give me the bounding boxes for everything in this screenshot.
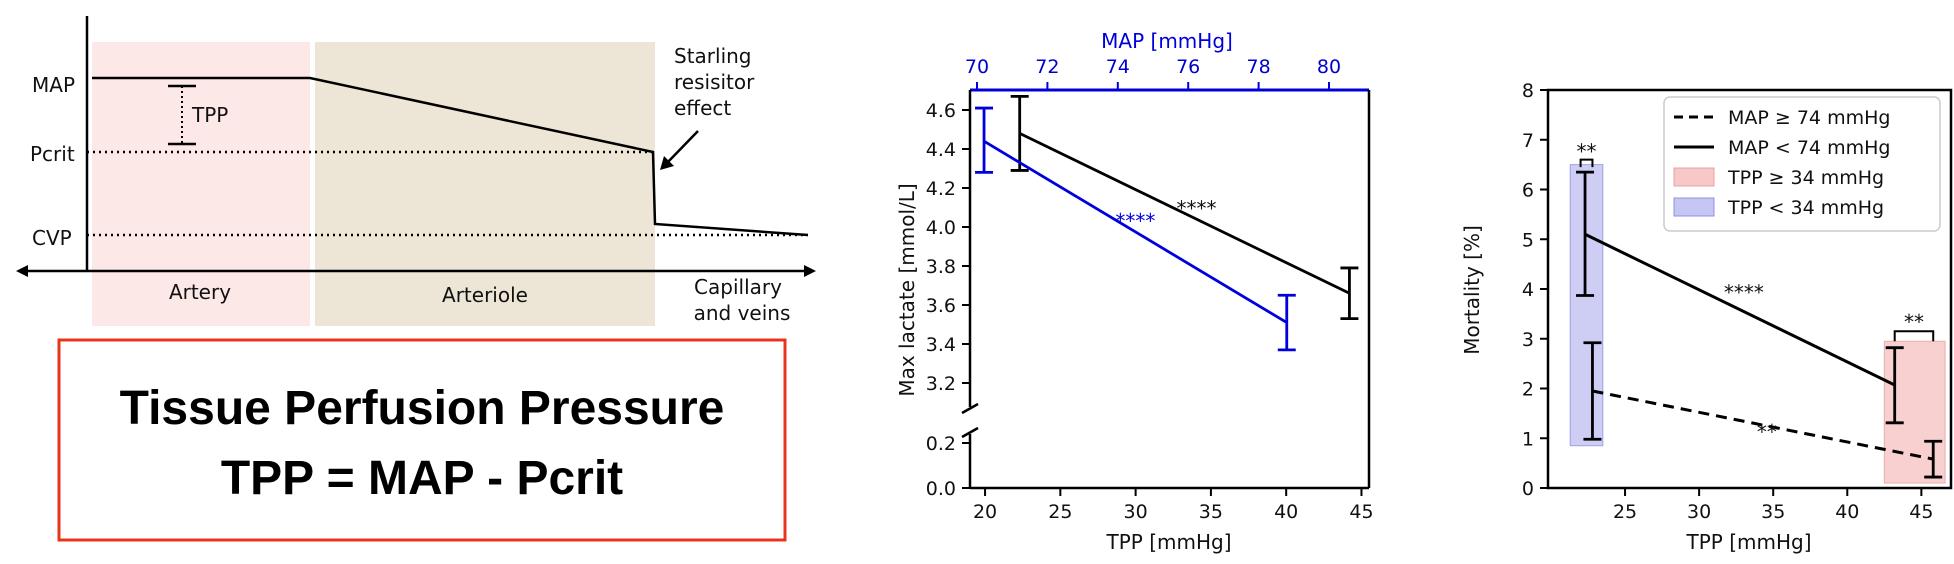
chart1-map-significance: **** bbox=[1115, 209, 1155, 233]
capillary-label-1: Capillary bbox=[694, 275, 782, 299]
chart1-x-tick-label: 20 bbox=[973, 501, 997, 523]
legend-pink-swatch bbox=[1673, 167, 1715, 187]
x-axis-left-arrow bbox=[16, 265, 28, 277]
chart1-y-tick-label: 0.2 bbox=[926, 433, 956, 455]
chart1-tpp-line bbox=[1019, 132, 1351, 295]
cvp-label: CVP bbox=[32, 226, 72, 250]
chart1-y-tick-label: 3.2 bbox=[926, 373, 956, 395]
chart2-y-tick-label: 4 bbox=[1522, 279, 1534, 301]
chart2-y-tick-label: 5 bbox=[1522, 229, 1534, 251]
chart2-frame bbox=[1546, 88, 1953, 490]
pcrit-label: Pcrit bbox=[30, 142, 75, 166]
artery-label: Artery bbox=[169, 280, 231, 304]
chart1-top-axis-label: MAP [mmHg] bbox=[1101, 29, 1233, 53]
legend-frame bbox=[1663, 96, 1941, 232]
chart1-y-tick-label: 4.4 bbox=[926, 139, 956, 161]
chart1-x-tick-label: 35 bbox=[1199, 501, 1223, 523]
chart1-y-tick-label: 0.0 bbox=[926, 478, 956, 500]
chart2-y-tick-label: 6 bbox=[1522, 180, 1534, 202]
chart2-y-tick-label: 0 bbox=[1522, 478, 1534, 500]
arteriole-label: Arteriole bbox=[442, 283, 528, 307]
starling-line-3: effect bbox=[674, 96, 731, 120]
starling-arrow-head bbox=[660, 156, 674, 170]
chart1-x-tick-label: 45 bbox=[1349, 501, 1373, 523]
chart1-map-line bbox=[983, 139, 1288, 324]
chart1-top-tick-label: 80 bbox=[1317, 56, 1341, 78]
axis-break-mark-lower bbox=[961, 426, 979, 439]
chart2-y-tick-label: 3 bbox=[1522, 329, 1534, 351]
formula-equation: TPP = MAP - Pcrit bbox=[221, 452, 623, 505]
chart2-group-significance-right: ** bbox=[1904, 310, 1924, 334]
chart1-y-tick-label: 4.0 bbox=[926, 217, 956, 239]
chart1-y-tick-label: 4.6 bbox=[926, 100, 956, 122]
x-axis-right-arrow bbox=[804, 265, 816, 277]
chart1-y-label: Max lactate [mmol/L] bbox=[895, 183, 919, 396]
chart2-y-tick-label: 8 bbox=[1522, 80, 1534, 102]
chart2-x-tick-label: 25 bbox=[1613, 501, 1637, 523]
chart1-y-tick-label: 3.6 bbox=[926, 295, 956, 317]
chart2-series-significance-0: ** bbox=[1757, 420, 1777, 444]
chart2-series-line-0 bbox=[1592, 389, 1934, 461]
chart2-x-tick-label: 45 bbox=[1909, 501, 1933, 523]
axis-break-mark-upper bbox=[961, 402, 979, 415]
chart1-y-tick-label: 3.4 bbox=[926, 334, 956, 356]
legend-entry-tpp-low: TPP < 34 mmHg bbox=[1727, 197, 1884, 219]
chart2-group-bracket-right bbox=[1893, 330, 1935, 342]
pressure-curve bbox=[92, 76, 809, 237]
chart1-y-tick-label: 4.2 bbox=[926, 178, 956, 200]
formula-border bbox=[57, 338, 787, 542]
formula-box: Tissue Perfusion Pressure TPP = MAP - Pc… bbox=[57, 338, 787, 542]
chart1-x-tick-label: 30 bbox=[1124, 501, 1148, 523]
arteriole-region bbox=[315, 42, 655, 326]
chart2-series-line-1 bbox=[1584, 232, 1896, 387]
legend-entry-tpp-high: TPP ≥ 34 mmHg bbox=[1727, 167, 1884, 189]
chart2-y-tick-label: 7 bbox=[1522, 130, 1534, 152]
chart2-group-significance-left: ** bbox=[1577, 140, 1597, 164]
chart2-y-tick-label: 2 bbox=[1522, 379, 1534, 401]
chart1-x-label: TPP [mmHg] bbox=[1106, 530, 1232, 554]
artery-region bbox=[92, 42, 310, 326]
chart2-x-label: TPP [mmHg] bbox=[1686, 530, 1812, 554]
chart2-shaded-region-1 bbox=[1569, 164, 1604, 447]
lactate-chart: 20 25 30 35 40 45 3.2 3.4 3.6 3.8 4.0 4.2 4.4 4.6 0.0 0… bbox=[895, 29, 1374, 554]
starling-line-1: Starling bbox=[674, 44, 752, 68]
chart2-x-tick-label: 35 bbox=[1761, 501, 1785, 523]
legend-entry-map-high: MAP ≥ 74 mmHg bbox=[1728, 107, 1890, 129]
chart2-series-significance-1: **** bbox=[1724, 281, 1764, 305]
chart2-y-tick-label: 1 bbox=[1522, 428, 1534, 450]
chart1-x-tick-label: 25 bbox=[1048, 501, 1072, 523]
formula-title: Tissue Perfusion Pressure bbox=[120, 382, 725, 435]
chart2-legend: MAP ≥ 74 mmHg MAP < 74 mmHg TPP ≥ 34 mmH… bbox=[1663, 96, 1941, 232]
chart1-top-tick-label: 72 bbox=[1035, 56, 1059, 78]
starling-line-2: resisitor bbox=[674, 70, 755, 94]
chart1-top-tick-label: 70 bbox=[965, 56, 989, 78]
capillary-label-2: and veins bbox=[694, 301, 791, 325]
chart2-group-bracket-left bbox=[1579, 158, 1594, 168]
chart2-y-label: Mortality [%] bbox=[1460, 225, 1484, 355]
map-label: MAP bbox=[32, 73, 75, 97]
chart1-top-tick-label: 78 bbox=[1247, 56, 1271, 78]
chart1-x-tick-label: 40 bbox=[1274, 501, 1298, 523]
chart1-y-tick-label: 3.8 bbox=[926, 256, 956, 278]
legend-blue-swatch bbox=[1673, 197, 1715, 217]
chart1-top-tick-label: 74 bbox=[1106, 56, 1130, 78]
starling-arrow bbox=[665, 130, 699, 165]
chart2-x-tick-label: 40 bbox=[1835, 501, 1859, 523]
chart1-tpp-significance: **** bbox=[1177, 196, 1217, 220]
tpp-label: TPP bbox=[191, 103, 228, 127]
legend-entry-map-low: MAP < 74 mmHg bbox=[1728, 137, 1890, 159]
chart2-x-tick-label: 30 bbox=[1687, 501, 1711, 523]
chart1-top-tick-label: 76 bbox=[1176, 56, 1200, 78]
schematic-panel: TPP MAP Pcrit CVP Starling resisitor eff… bbox=[16, 16, 816, 326]
